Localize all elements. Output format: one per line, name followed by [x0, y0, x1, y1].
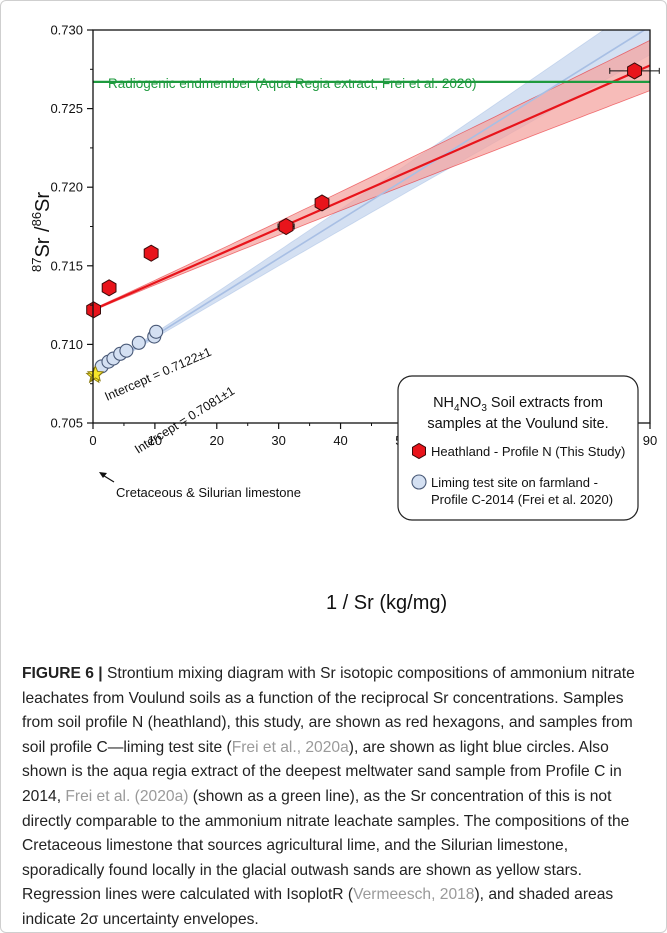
- y-tick-label-3: 0.720: [50, 180, 83, 195]
- heathland-point-4: [314, 194, 330, 212]
- x-axis-label: 1 / Sr (kg/mg): [326, 592, 447, 614]
- y-tick-label-1: 0.710: [50, 337, 83, 352]
- star-label: Cretaceous & Silurian limestone: [116, 485, 301, 500]
- uncertainty-bands: [93, 30, 650, 376]
- caption-text-1: Strontium mixing diagram with Sr isotopi…: [22, 665, 635, 756]
- y-tick-label-5: 0.730: [50, 23, 83, 38]
- y-label-sup2: 86: [29, 212, 44, 226]
- heathland-point-5: [627, 62, 642, 80]
- legend-title-line1: NH4NO3 Soil extracts from: [433, 395, 603, 414]
- heathland-point-2: [143, 244, 159, 262]
- y-label-slash: /: [32, 226, 54, 238]
- legend-title-sub1: 4: [454, 403, 460, 414]
- legend-item-liming-line2: Profile C-2014 (Frei et al. 2020): [431, 492, 613, 507]
- strontium-mixing-chart: 01020304050607080900.7050.7100.7150.7200…: [29, 23, 660, 614]
- x-tick-label-0: 0: [89, 433, 96, 448]
- y-label-el2: Sr: [32, 192, 54, 212]
- figure-caption: FIGURE 6 | Strontium mixing diagram with…: [22, 662, 654, 933]
- legend: NH4NO3 Soil extracts from samples at the…: [397, 375, 639, 521]
- blue-regression-line: [93, 30, 646, 375]
- liming-point-5: [131, 335, 146, 350]
- y-tick-label-0: 0.705: [50, 416, 83, 431]
- legend-title-line2: samples at the Voulund site.: [427, 416, 608, 432]
- data-points: [85, 62, 660, 384]
- red-regression-line: [93, 64, 650, 311]
- legend-hexagon-shape: [412, 442, 426, 460]
- x-tick-label-3: 30: [271, 433, 285, 448]
- legend-title-no: NO: [460, 395, 482, 411]
- reference-line-label: Radiogenic endmember (Aqua Regia extract…: [108, 76, 476, 91]
- y-axis-label: 87Sr /86Sr: [29, 192, 54, 272]
- legend-hexagon-icon: [412, 442, 426, 460]
- caption-text-2: ), are shown as light blue circles. Also…: [22, 738, 622, 805]
- caption-text-4: ), and shaded areas indicate 2σ uncertai…: [22, 886, 614, 928]
- x-tick-label-2: 20: [210, 433, 224, 448]
- legend-title-nh: NH: [433, 395, 454, 411]
- caption-text-3: (shown as a green line), as the Sr conce…: [22, 787, 630, 904]
- y-label-sup1: 87: [29, 258, 44, 272]
- caption-ref-3[interactable]: Vermeesch, 2018: [353, 886, 475, 904]
- figure-number: FIGURE 6 |: [22, 665, 103, 682]
- caption-ref-1[interactable]: Frei et al., 2020a: [231, 738, 349, 756]
- y-tick-label-2: 0.715: [50, 258, 83, 273]
- y-tick-label-4: 0.725: [50, 101, 83, 116]
- legend-item-heathland: Heathland - Profile N (This Study): [431, 444, 625, 459]
- liming-point-4: [119, 343, 134, 358]
- x-tick-label-9: 90: [643, 433, 657, 448]
- limestone-star-1: [86, 365, 105, 382]
- legend-title-sub2: 3: [481, 403, 487, 414]
- star-annotation: Cretaceous & Silurian limestone: [99, 472, 301, 500]
- legend-item-liming-line1: Liming test site on farmland -: [431, 475, 598, 490]
- x-tick-label-4: 40: [333, 433, 347, 448]
- y-label-el1: Sr: [32, 237, 54, 257]
- caption-ref-2[interactable]: Frei et al. (2020a): [65, 787, 189, 805]
- legend-box: [397, 375, 639, 521]
- liming-point-7: [149, 324, 164, 339]
- reference-lines: [93, 30, 650, 375]
- legend-title-rest: Soil extracts from: [487, 395, 603, 411]
- heathland-point-3: [278, 217, 294, 236]
- star-arrow-head: [99, 472, 107, 478]
- x-tick-label-1: 10: [148, 433, 162, 448]
- legend-circle-icon: [411, 474, 427, 490]
- heathland-point-1: [101, 279, 117, 297]
